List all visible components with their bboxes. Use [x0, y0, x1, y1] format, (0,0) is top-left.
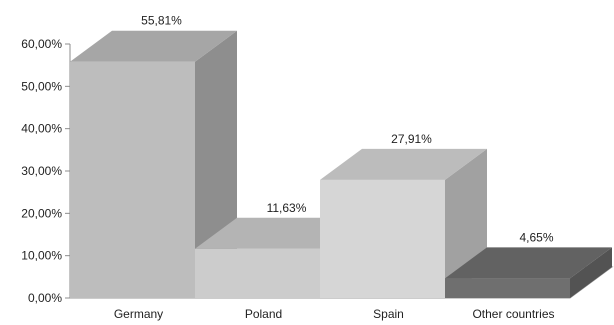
- bars: [70, 30, 612, 298]
- bar-front-face: [70, 61, 195, 298]
- bar-front-face: [195, 248, 320, 298]
- data-label: 4,65%: [519, 230, 553, 244]
- x-tick-label: Germany: [114, 307, 163, 321]
- x-tick-label: Other countries: [472, 307, 554, 321]
- bar-top-face: [320, 148, 487, 180]
- bar-other-countries: [445, 247, 612, 298]
- bar-top-face: [445, 247, 612, 279]
- bar-spain: [320, 148, 487, 298]
- bar-front-face: [445, 278, 570, 298]
- x-tick-label: Poland: [245, 307, 282, 321]
- bar-top-face: [70, 30, 237, 62]
- bar-side-face: [570, 247, 612, 298]
- y-axis: 0,00% 10,00% 20,00% 30,00% 40,00% 50,00% 60,00…: [21, 37, 71, 305]
- y-tick-label: 40,00%: [21, 122, 62, 136]
- y-tick-label: 10,00%: [21, 249, 62, 263]
- y-tick-label: 60,00%: [21, 37, 62, 51]
- x-tick-label: Spain: [373, 307, 404, 321]
- bar-front-face: [320, 179, 445, 298]
- data-label: 27,91%: [391, 132, 432, 146]
- y-tick-label: 20,00%: [21, 206, 62, 220]
- y-tick-label: 0,00%: [28, 291, 62, 305]
- y-tick-label: 30,00%: [21, 164, 62, 178]
- data-label: 11,63%: [267, 201, 307, 215]
- data-label: 55,81%: [141, 14, 182, 28]
- labels: 55,81% Germany 11,63% Poland 27,91% Spain 4,65…: [114, 14, 555, 321]
- y-tick-label: 50,00%: [21, 79, 62, 93]
- bar-germany: [70, 30, 237, 298]
